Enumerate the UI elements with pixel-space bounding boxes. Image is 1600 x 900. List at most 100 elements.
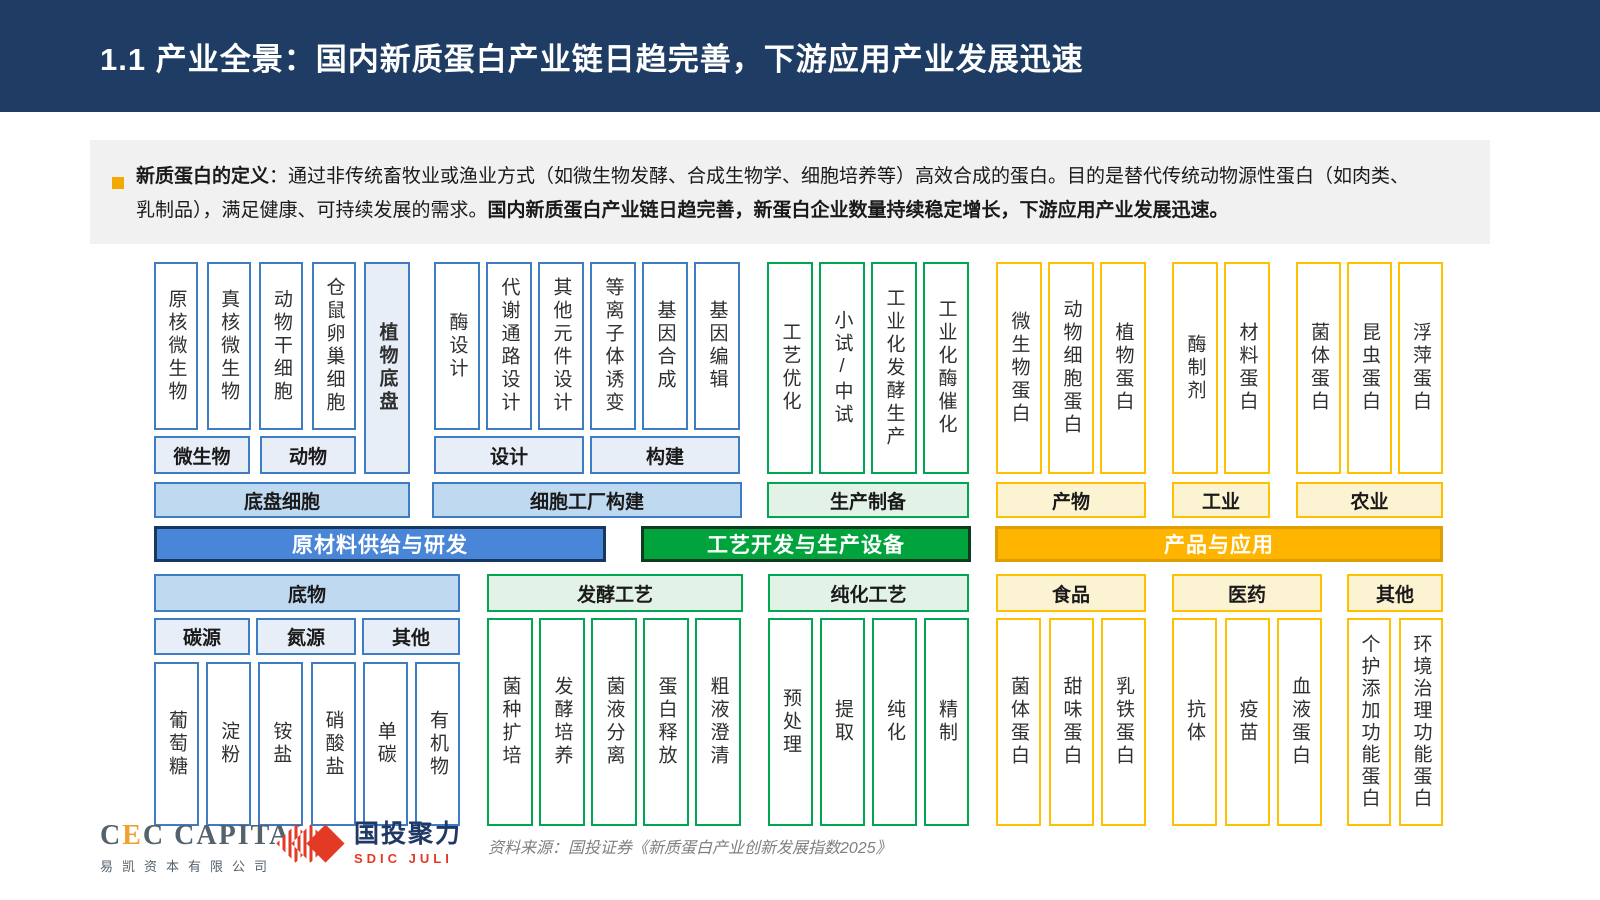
products-box: 动物细胞蛋白 <box>1048 262 1094 474</box>
definition-line2: 乳制品），满足健康、可持续发展的需求。 <box>136 200 488 221</box>
fermentation-box: 发酵培养 <box>539 618 585 826</box>
substrate-box: 有机物 <box>414 662 460 826</box>
purification-header: 纯化工艺 <box>768 574 969 612</box>
substrate-subheaders: 碳源 氮源 其他 <box>154 618 460 655</box>
cec-capital-logo: CEC CAPITAL 易凯资本有限公司 <box>100 822 312 875</box>
other-box: 环境治理功能蛋白 <box>1399 618 1443 826</box>
industry-box: 酶制剂 <box>1172 262 1218 474</box>
definition-line1: ：通过非传统畜牧业或渔业方式（如微生物发酵、合成生物学、细胞培养等）高效合成的蛋… <box>269 166 1410 187</box>
definition-line2-bold: 国内新质蛋白产业链日趋完善，新蛋白企业数量持续稳定增长，下游应用产业发展迅速。 <box>487 200 1229 221</box>
factory-label: 设计 <box>434 436 584 474</box>
definition-text: 新质蛋白的定义：通过非传统畜牧业或渔业方式（如微生物发酵、合成生物学、细胞培养等… <box>136 160 1466 228</box>
fermentation-box: 蛋白释放 <box>643 618 689 826</box>
main-bar-products-applications: 产品与应用 <box>995 526 1443 562</box>
main-bar-raw-materials: 原材料供给与研发 <box>154 526 606 562</box>
food-header: 食品 <box>996 574 1146 612</box>
substrate-box: 硝酸盐 <box>310 662 356 826</box>
products-box: 微生物蛋白 <box>996 262 1042 474</box>
factory-box: 基因合成 <box>642 262 688 430</box>
purification-boxes: 预处理 提取 纯化 精制 <box>768 618 969 826</box>
agriculture-boxes: 菌体蛋白 昆虫蛋白 浮萍蛋白 <box>1296 262 1443 474</box>
sdic-diamond-icon <box>276 822 345 866</box>
agriculture-box: 菌体蛋白 <box>1296 262 1341 474</box>
chassis-box: 真核微生物 <box>206 262 251 430</box>
chassis-box: 原核微生物 <box>154 262 198 430</box>
production-boxes: 工艺优化 小试/中试 工业化发酵生产 工业化酶催化 <box>767 262 969 474</box>
substrate-subheader: 氮源 <box>256 618 356 655</box>
substrate-header: 底物 <box>154 574 460 612</box>
sdic-wordmark: 国投聚力 SDIC JULI <box>354 820 463 867</box>
products-bar: 产物 <box>996 482 1146 518</box>
fermentation-box: 粗液澄清 <box>695 618 741 826</box>
bullet-square-icon <box>112 177 124 189</box>
chassis-labels: 微生物 动物 <box>154 436 356 474</box>
factory-boxes: 酶设计 代谢通路设计 其他元件设计 等离子体诱变 基因合成 基因编辑 <box>434 262 740 430</box>
definition-label: 新质蛋白的定义 <box>136 166 270 187</box>
products-box: 植物蛋白 <box>1100 262 1146 474</box>
source-citation: 资料来源：国投证券《新质蛋白产业创新发展指数2025》 <box>488 840 892 857</box>
sdic-juli-logo: 国投聚力 SDIC JULI <box>276 820 463 867</box>
title-bar: 1.1 产业全景：国内新质蛋白产业链日趋完善，下游应用产业发展迅速 <box>0 0 1600 112</box>
production-box: 工艺优化 <box>767 262 813 474</box>
industry-box: 材料蛋白 <box>1224 262 1270 474</box>
factory-box: 代谢通路设计 <box>486 262 532 430</box>
pharma-header: 医药 <box>1172 574 1322 612</box>
purification-box: 预处理 <box>768 618 813 826</box>
cec-letter-e: E <box>122 820 143 851</box>
sdic-english-name: SDIC JULI <box>354 851 453 866</box>
pharma-box: 疫苗 <box>1224 618 1270 826</box>
factory-box: 其他元件设计 <box>538 262 584 430</box>
purification-box: 精制 <box>924 618 969 826</box>
purification-box: 纯化 <box>872 618 917 826</box>
pharma-box: 血液蛋白 <box>1277 618 1322 826</box>
chassis-box: 动物干细胞 <box>259 262 304 430</box>
factory-box: 等离子体诱变 <box>590 262 636 430</box>
page-title: 1.1 产业全景：国内新质蛋白产业链日趋完善，下游应用产业发展迅速 <box>100 41 1084 77</box>
food-boxes: 菌体蛋白 甜味蛋白 乳铁蛋白 <box>996 618 1146 826</box>
production-box: 小试/中试 <box>819 262 865 474</box>
other-boxes: 个护添加功能蛋白 环境治理功能蛋白 <box>1347 618 1443 826</box>
agriculture-box: 浮萍蛋白 <box>1398 262 1443 474</box>
chassis-boxes: 原核微生物 真核微生物 动物干细胞 仓鼠卵巢细胞 <box>154 262 356 430</box>
fermentation-box: 菌液分离 <box>591 618 637 826</box>
substrate-boxes: 葡萄糖 淀粉 铵盐 硝酸盐 单碳 有机物 <box>154 662 460 826</box>
factory-box: 基因编辑 <box>694 262 740 430</box>
factory-label: 构建 <box>590 436 740 474</box>
cec-letter-c: C <box>100 820 123 851</box>
pharma-boxes: 抗体 疫苗 血液蛋白 <box>1172 618 1322 826</box>
factory-labels: 设计 构建 <box>434 436 740 474</box>
substrate-box: 铵盐 <box>258 662 304 826</box>
chassis-box: 仓鼠卵巢细胞 <box>311 262 356 430</box>
production-bar: 生产制备 <box>767 482 969 518</box>
agriculture-box: 昆虫蛋白 <box>1347 262 1392 474</box>
chassis-label: 微生物 <box>154 436 250 474</box>
industry-boxes: 酶制剂 材料蛋白 <box>1172 262 1270 474</box>
substrate-subheader: 碳源 <box>154 618 250 655</box>
industry-bar: 工业 <box>1172 482 1270 518</box>
factory-bar: 细胞工厂构建 <box>432 482 742 518</box>
food-box: 菌体蛋白 <box>996 618 1041 826</box>
food-box: 甜味蛋白 <box>1048 618 1094 826</box>
fermentation-header: 发酵工艺 <box>487 574 743 612</box>
chassis-label: 动物 <box>260 436 356 474</box>
substrate-box: 淀粉 <box>206 662 252 826</box>
pharma-box: 抗体 <box>1172 618 1217 826</box>
production-box: 工业化酶催化 <box>923 262 969 474</box>
other-header: 其他 <box>1347 574 1443 612</box>
sdic-chinese-name: 国投聚力 <box>354 820 463 848</box>
substrate-subheader: 其他 <box>362 618 460 655</box>
substrate-box: 葡萄糖 <box>154 662 199 826</box>
chassis-box-plant-highlight: 植物底盘 <box>364 262 410 474</box>
cec-capital-chinese-name: 易凯资本有限公司 <box>100 859 277 874</box>
substrate-box: 单碳 <box>362 662 408 826</box>
other-box: 个护添加功能蛋白 <box>1347 618 1391 826</box>
definition-box <box>90 140 1490 244</box>
agriculture-bar: 农业 <box>1296 482 1443 518</box>
fermentation-boxes: 菌种扩培 发酵培养 菌液分离 蛋白释放 粗液澄清 <box>487 618 741 826</box>
production-box: 工业化发酵生产 <box>871 262 917 474</box>
factory-box: 酶设计 <box>434 262 480 430</box>
main-bar-process-equipment: 工艺开发与生产设备 <box>641 526 971 562</box>
fermentation-box: 菌种扩培 <box>487 618 533 826</box>
food-box: 乳铁蛋白 <box>1101 618 1146 826</box>
